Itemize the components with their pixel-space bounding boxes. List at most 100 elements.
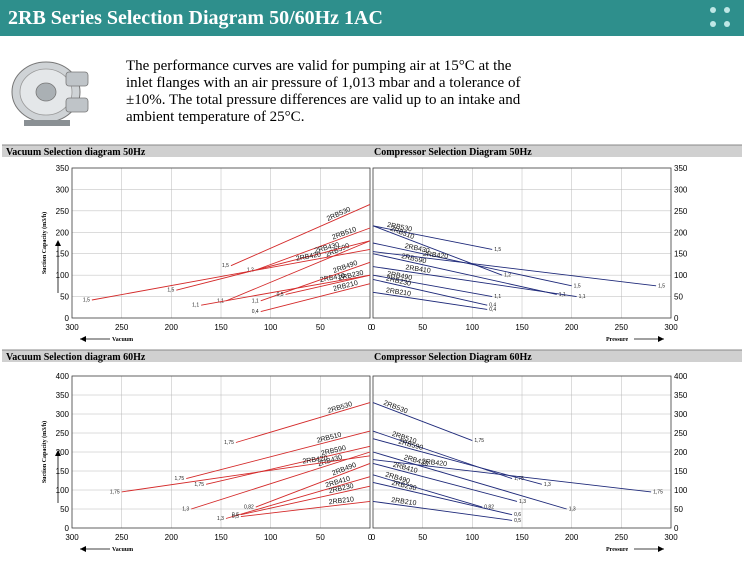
series-name-2rb420: 2RB420 [302,455,328,466]
x-tick-label: 200 [565,533,579,542]
series-line-2rb590 [372,253,557,295]
y-tick-label: 350 [674,164,688,173]
y-tick-label: 250 [674,429,688,438]
y-tick-label: 400 [56,372,70,381]
x-tick-label: 300 [664,323,678,332]
x-tick-label: 150 [214,533,228,542]
series-line-2rb420 [372,459,652,493]
y-tick-label: 250 [56,429,70,438]
series-end-label: 0,82 [244,505,254,511]
series-end-label: 0,5 [232,514,239,520]
series-name-2rb410: 2RB410 [320,273,346,284]
y-tick-label: 100 [56,271,70,280]
x-axis-label: Vacuum [112,547,133,553]
series-end-label: 0,6 [514,512,521,518]
series-line-2rb410 [372,266,577,298]
series-end-label: 0,5 [514,518,521,524]
series-name-2rb490: 2RB490 [331,462,357,478]
chart-title: Vacuum Selection diagram 50Hz [6,147,146,158]
x-tick-label: 150 [515,323,529,332]
series-line-2rb230 [285,274,371,295]
x-tick-label: 50 [418,323,427,332]
blower-image [11,61,89,126]
x-tick-label: 50 [316,323,325,332]
series-name-2rb210: 2RB210 [385,287,411,298]
series-end-label: 1,3 [569,507,576,513]
series-name-2rb210: 2RB210 [332,280,358,293]
series-line-2rb230 [240,485,371,516]
y-tick-label: 200 [674,448,688,457]
series-end-label: 1,1 [192,303,199,309]
series-end-label: 1,75 [514,476,524,482]
y-axis-label: Suction Capacity (m3/h) [41,212,48,274]
series-end-label: 1,75 [474,438,484,444]
y-tick-label: 150 [56,467,70,476]
y-tick-label: 50 [60,293,69,302]
y-tick-label: 150 [674,250,688,259]
y-tick-label: 150 [674,467,688,476]
y-tick-label: 300 [674,410,688,419]
chart-vacuum-selection-diagram-60hz: Vacuum Selection diagram 60Hz 0 50 100 150 20… [6,352,373,553]
series-line-2rb230 [372,278,488,306]
y-tick-label: 0 [65,314,70,323]
grid-dots-icon[interactable] [710,7,732,29]
series-end-label: 1,1 [494,294,501,300]
x-tick-label: 50 [418,533,427,542]
series-end-label: 1,3 [544,482,551,488]
series-end-label: 1,75 [174,476,184,482]
series-line-2rb530 [230,204,371,267]
series-end-label: 1,5 [167,288,174,294]
series-end-label: 1,3 [519,499,526,505]
y-tick-label: 250 [56,207,70,216]
series-line-2rb530 [372,225,493,250]
series-end-label: 0,4 [252,309,259,315]
series-line-2rb510 [186,430,371,480]
y-tick-label: 100 [674,486,688,495]
series-end-label: 1,75 [224,440,234,446]
y-tick-label: 50 [674,293,683,302]
title-bar: 2RB Series Selection Diagram 50/60Hz 1AC [0,0,744,36]
series-line-2rb430 [191,451,371,510]
series-name-2rb420: 2RB420 [422,251,448,261]
y-tick-label: 300 [56,410,70,419]
x-tick-label: 100 [466,323,480,332]
series-end-label: 1,5 [494,247,501,253]
series-end-label: 1,75 [653,489,663,495]
series-line-2rb590 [372,438,542,485]
y-tick-label: 350 [674,391,688,400]
series-name-2rb530: 2RB530 [382,400,408,416]
x-tick-label: 100 [264,533,278,542]
series-end-label: 0,6 [232,512,239,518]
x-tick-label: 100 [466,533,480,542]
series-end-label: 0,82 [484,505,494,511]
series-name-2rb510: 2RB510 [331,226,357,241]
y-tick-label: 350 [56,164,70,173]
x-tick-label: 150 [214,323,228,332]
series-line-2rb410 [201,274,371,306]
series-end-label: 1,5 [222,263,229,269]
series-end-label: 1,5 [658,283,665,289]
series-line-2rb430 [372,451,567,510]
y-tick-label: 0 [674,524,679,533]
y-tick-label: 250 [674,207,688,216]
series-end-label: 1,3 [217,516,224,522]
x-tick-label: 50 [316,533,325,542]
y-tick-label: 200 [56,228,70,237]
chart-title: Compressor Selection Diagram 60Hz [374,352,532,363]
y-tick-label: 200 [674,228,688,237]
x-tick-label: 200 [165,323,179,332]
intro-text: The performance curves are valid for pum… [126,58,521,125]
series-end-label: 1,75 [194,482,204,488]
y-tick-label: 400 [674,372,688,381]
x-tick-label: 0 [371,533,376,542]
y-tick-label: 150 [56,250,70,259]
series-name-2rb420: 2RB420 [295,251,321,262]
series-end-label: 1,1 [579,294,586,300]
series-end-label: 1,5 [83,298,90,304]
section-header-strip [2,350,742,362]
chart-title: Vacuum Selection diagram 60Hz [6,352,146,363]
series-end-label: 0,5 [277,292,284,298]
series-name-2rb210: 2RB210 [391,497,417,507]
series-line-2rb410 [372,462,518,502]
